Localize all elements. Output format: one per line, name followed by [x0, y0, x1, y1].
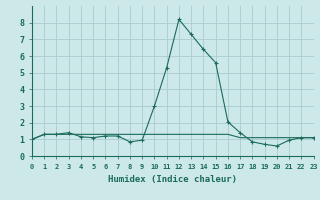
X-axis label: Humidex (Indice chaleur): Humidex (Indice chaleur)	[108, 175, 237, 184]
